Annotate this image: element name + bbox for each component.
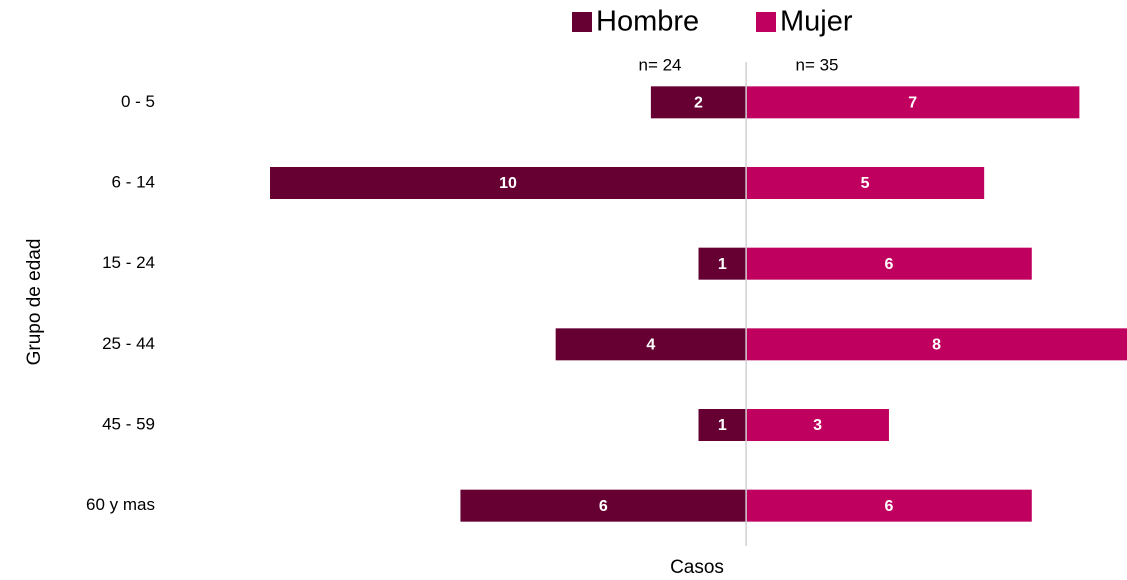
bar	[698, 409, 747, 441]
y-tick-label: 60 y mas	[86, 495, 155, 514]
bar	[555, 328, 747, 361]
data-label: 8	[932, 337, 941, 354]
data-label: 3	[813, 417, 822, 434]
y-tick-label: 45 - 59	[102, 414, 155, 433]
data-label: 4	[646, 337, 655, 354]
legend-swatch	[756, 12, 776, 32]
legend-label: Mujer	[780, 6, 853, 38]
annotation: n= 24	[638, 55, 681, 74]
data-label: 10	[499, 175, 517, 192]
data-label: 5	[861, 175, 870, 192]
y-tick-label: 6 - 14	[112, 172, 155, 191]
bar	[746, 247, 1032, 280]
legend-swatch	[572, 12, 592, 32]
legend-label: Hombre	[596, 6, 699, 38]
data-label: 1	[718, 256, 727, 273]
annotation: n= 35	[795, 55, 838, 74]
data-label: 6	[599, 498, 608, 515]
bar	[460, 489, 747, 522]
bar	[746, 409, 889, 441]
bar	[746, 86, 1080, 119]
data-label: 7	[908, 95, 917, 112]
y-tick-label: 15 - 24	[102, 253, 155, 272]
data-label: 6	[884, 498, 893, 515]
bar	[270, 167, 747, 199]
bar	[650, 86, 747, 119]
y-tick-label: 0 - 5	[121, 92, 155, 111]
data-label: 2	[694, 95, 703, 112]
data-label: 6	[884, 256, 893, 273]
x-axis-label: Casos	[670, 557, 724, 578]
bar	[746, 328, 1127, 361]
bar	[746, 489, 1032, 522]
bar	[746, 167, 985, 199]
y-axis-label: Grupo de edad	[24, 239, 45, 366]
bar	[698, 247, 747, 280]
data-label: 1	[718, 417, 727, 434]
y-tick-label: 25 - 44	[102, 334, 155, 353]
